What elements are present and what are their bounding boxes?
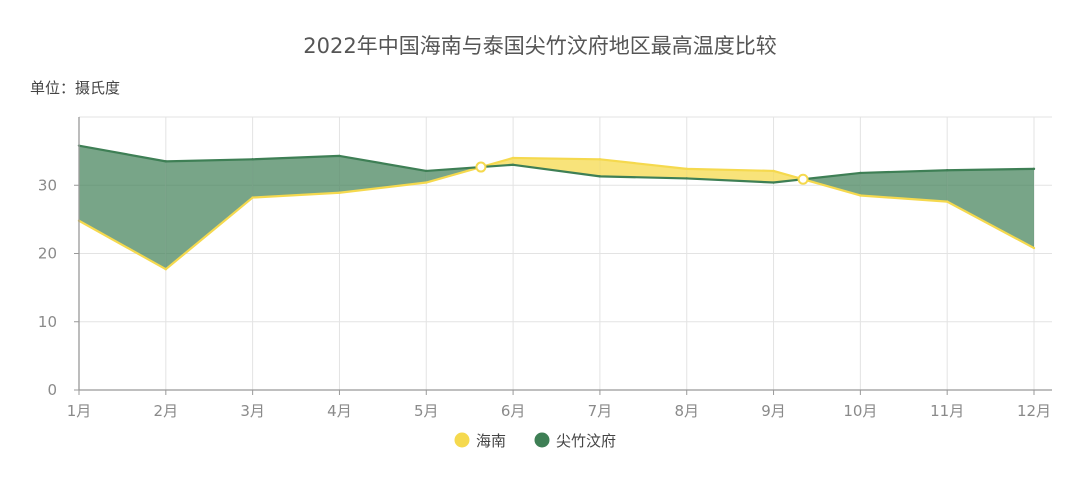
difference-area-2	[252, 155, 340, 198]
difference-area-0	[79, 145, 166, 270]
series-0-point-4	[425, 181, 428, 184]
legend-label-0: 海南	[476, 432, 506, 450]
x-tick-label-10: 11月	[930, 402, 964, 420]
series-0-point-2	[251, 196, 254, 199]
series-0-point-6	[598, 158, 602, 161]
difference-area-11	[860, 170, 948, 202]
x-tick-label-1: 2月	[154, 402, 179, 420]
x-tick-label-0: 1月	[67, 402, 92, 420]
series-1-point-3	[338, 154, 341, 158]
y-tick-label-2: 20	[38, 245, 57, 263]
x-tick-label-2: 3月	[240, 402, 265, 420]
y-tick-label-3: 30	[38, 176, 57, 194]
series-line-1	[78, 144, 1035, 184]
chart-title: 2022年中国海南与泰国尖竹汶府地区最高温度比较	[303, 34, 777, 58]
x-tick-label-6: 7月	[588, 402, 613, 420]
series-0-point-5	[511, 156, 515, 160]
x-tick-label-7: 8月	[674, 402, 699, 420]
legend-marker-1	[534, 432, 550, 448]
series-1-point-6	[598, 175, 602, 178]
line-layer	[77, 144, 1036, 271]
y-tick-label-1: 10	[38, 313, 57, 331]
legend-label-1: 尖竹汶府	[556, 432, 616, 450]
legend-marker-0	[454, 432, 470, 448]
series-0-point-3	[338, 191, 341, 194]
series-1-point-8	[772, 181, 775, 184]
difference-area-1	[165, 159, 253, 270]
difference-area-6	[513, 157, 600, 177]
x-tick-label-5: 6月	[501, 402, 526, 420]
x-tick-label-11: 12月	[1017, 402, 1051, 420]
series-1-point-11	[1032, 167, 1036, 171]
series-0-point-7	[685, 167, 688, 171]
series-0-point-10	[945, 200, 949, 203]
series-1-point-5	[511, 163, 515, 166]
unit-label: 单位：摄氏度	[30, 79, 121, 97]
x-tick-label-4: 5月	[414, 402, 439, 420]
series-1-point-2	[251, 158, 254, 161]
axis-layer: 1月 2月 3月 4月 5月 6月 7月 8月 9月 10月 11月 12月 0 10 20 30	[38, 117, 1052, 420]
area-layer	[79, 145, 1034, 270]
x-tick-label-3: 4月	[327, 402, 352, 420]
x-tick-label-8: 9月	[761, 402, 786, 420]
series-1-point-1	[164, 160, 168, 163]
series-0-point-8	[772, 169, 775, 173]
crossing-point-marker	[475, 161, 487, 173]
series-0-point-11	[1032, 246, 1036, 250]
crossing-point-marker	[797, 173, 809, 185]
difference-area-7	[599, 159, 687, 179]
series-0-point-1	[164, 267, 168, 271]
series-1-point-10	[945, 169, 949, 172]
series-0-point-9	[859, 194, 862, 197]
series-line-0	[78, 156, 1035, 271]
difference-area-12	[947, 168, 1034, 249]
series-1-point-9	[859, 171, 862, 175]
legend: 海南 尖竹汶府	[454, 432, 616, 450]
difference-area-3	[339, 155, 427, 193]
series-1-point-7	[685, 177, 688, 180]
x-tick-label-9: 10月	[843, 402, 877, 420]
y-tick-label-0: 0	[47, 381, 57, 399]
series-1-point-4	[425, 169, 428, 173]
